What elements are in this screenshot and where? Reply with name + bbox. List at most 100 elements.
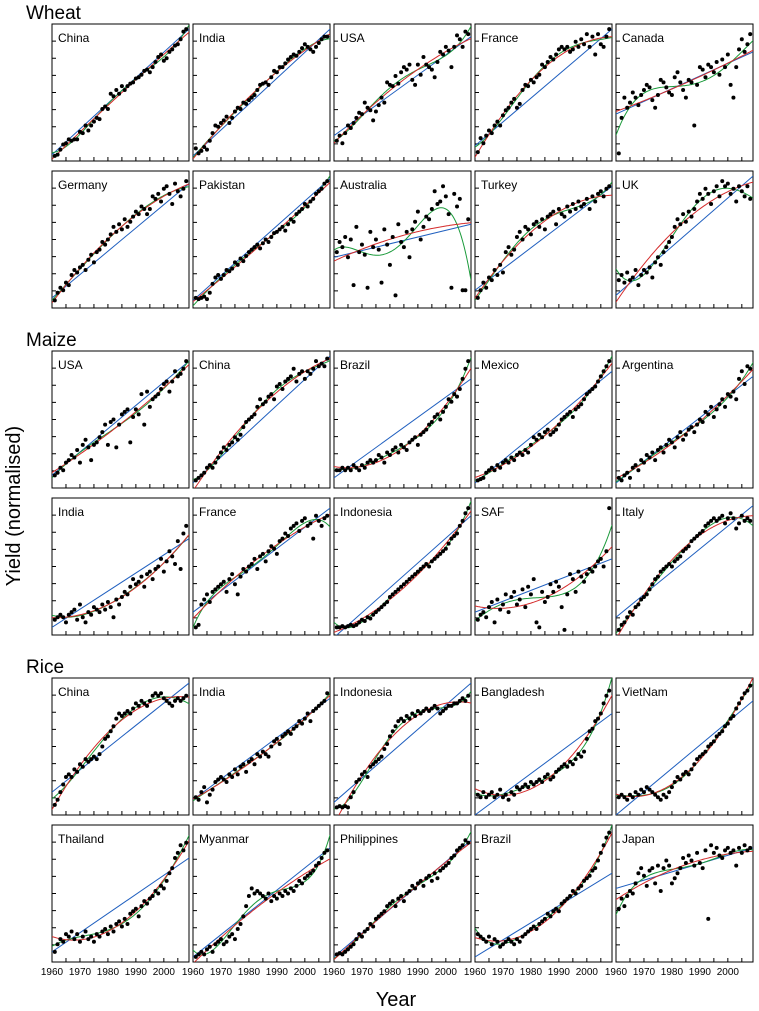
- data-point: [584, 876, 589, 881]
- data-point: [61, 468, 66, 473]
- data-point: [748, 683, 753, 688]
- data-point: [616, 627, 621, 632]
- data-point: [351, 283, 356, 288]
- data-point: [720, 729, 725, 734]
- data-point: [252, 556, 257, 561]
- data-point: [269, 75, 274, 80]
- data-point: [319, 701, 324, 706]
- data-point: [365, 105, 370, 110]
- panel-title: VietNam: [622, 685, 668, 699]
- data-point: [498, 123, 503, 128]
- data-point: [114, 229, 119, 234]
- data-point: [463, 838, 468, 843]
- data-point: [587, 389, 592, 394]
- data-point: [385, 450, 390, 455]
- x-tick-label: 1960: [323, 967, 346, 978]
- data-point: [432, 703, 437, 708]
- data-point: [636, 103, 641, 108]
- data-point: [443, 706, 448, 711]
- data-point: [455, 701, 460, 706]
- data-point: [181, 186, 186, 191]
- data-point: [390, 899, 395, 904]
- data-point: [283, 531, 288, 536]
- data-point: [723, 65, 728, 70]
- data-point: [627, 278, 632, 283]
- data-point: [387, 453, 392, 458]
- data-point: [207, 792, 212, 797]
- data-point: [717, 72, 722, 77]
- data-point: [343, 949, 348, 954]
- data-point: [711, 739, 716, 744]
- data-point: [717, 853, 722, 858]
- data-point: [630, 275, 635, 280]
- data-point: [421, 564, 426, 569]
- data-point: [655, 93, 660, 98]
- data-point: [748, 518, 753, 523]
- data-point: [576, 404, 581, 409]
- data-point: [446, 397, 451, 402]
- quadratic-fit-line: [193, 513, 330, 619]
- data-point: [633, 95, 638, 100]
- panel-wheat-india: India: [192, 23, 331, 162]
- section-title-maize: Maize: [26, 330, 77, 351]
- data-point: [83, 929, 88, 934]
- data-point: [545, 772, 550, 777]
- data-point: [111, 929, 116, 934]
- data-point: [714, 184, 719, 189]
- data-point: [311, 536, 316, 541]
- data-point: [316, 189, 321, 194]
- data-point: [731, 714, 736, 719]
- data-point: [619, 792, 624, 797]
- data-point: [703, 749, 708, 754]
- data-point: [686, 544, 691, 549]
- data-point: [739, 850, 744, 855]
- quadratic-fit-line: [52, 696, 189, 810]
- data-point: [175, 696, 180, 701]
- quadratic-fit-line: [475, 695, 612, 796]
- plot-area: [475, 181, 612, 301]
- data-point: [683, 546, 688, 551]
- data-point: [407, 577, 412, 582]
- data-point: [103, 607, 108, 612]
- panel-title: Bangladesh: [481, 685, 544, 699]
- data-point: [551, 430, 556, 435]
- data-point: [178, 194, 183, 199]
- data-point: [559, 764, 564, 769]
- data-point: [641, 87, 646, 92]
- data-point: [441, 549, 446, 554]
- data-point: [390, 592, 395, 597]
- quadratic-fit-line: [475, 362, 612, 479]
- data-point: [131, 909, 136, 914]
- data-point: [512, 96, 517, 101]
- data-point: [283, 61, 288, 66]
- data-point: [131, 80, 136, 85]
- data-point: [232, 937, 237, 942]
- data-point: [249, 247, 254, 252]
- panel-title: China: [58, 685, 90, 699]
- panel-title: UK: [622, 178, 639, 192]
- data-point: [514, 453, 519, 458]
- data-point: [590, 868, 595, 873]
- data-point: [55, 290, 60, 295]
- data-point: [630, 891, 635, 896]
- data-point: [460, 843, 465, 848]
- data-point: [199, 148, 204, 153]
- data-point: [396, 450, 401, 455]
- data-point: [382, 602, 387, 607]
- data-point: [147, 698, 152, 703]
- data-point: [545, 911, 550, 916]
- data-point: [672, 780, 677, 785]
- data-point: [238, 256, 243, 261]
- data-point: [410, 227, 415, 232]
- data-point: [478, 612, 483, 617]
- x-tick-label: 1970: [210, 967, 233, 978]
- data-point: [584, 196, 589, 201]
- data-point: [314, 863, 319, 868]
- data-point: [89, 612, 94, 617]
- data-point: [396, 896, 401, 901]
- data-point: [122, 916, 127, 921]
- data-point: [503, 458, 508, 463]
- quadratic-fit-line: [475, 36, 612, 158]
- data-point: [517, 597, 522, 602]
